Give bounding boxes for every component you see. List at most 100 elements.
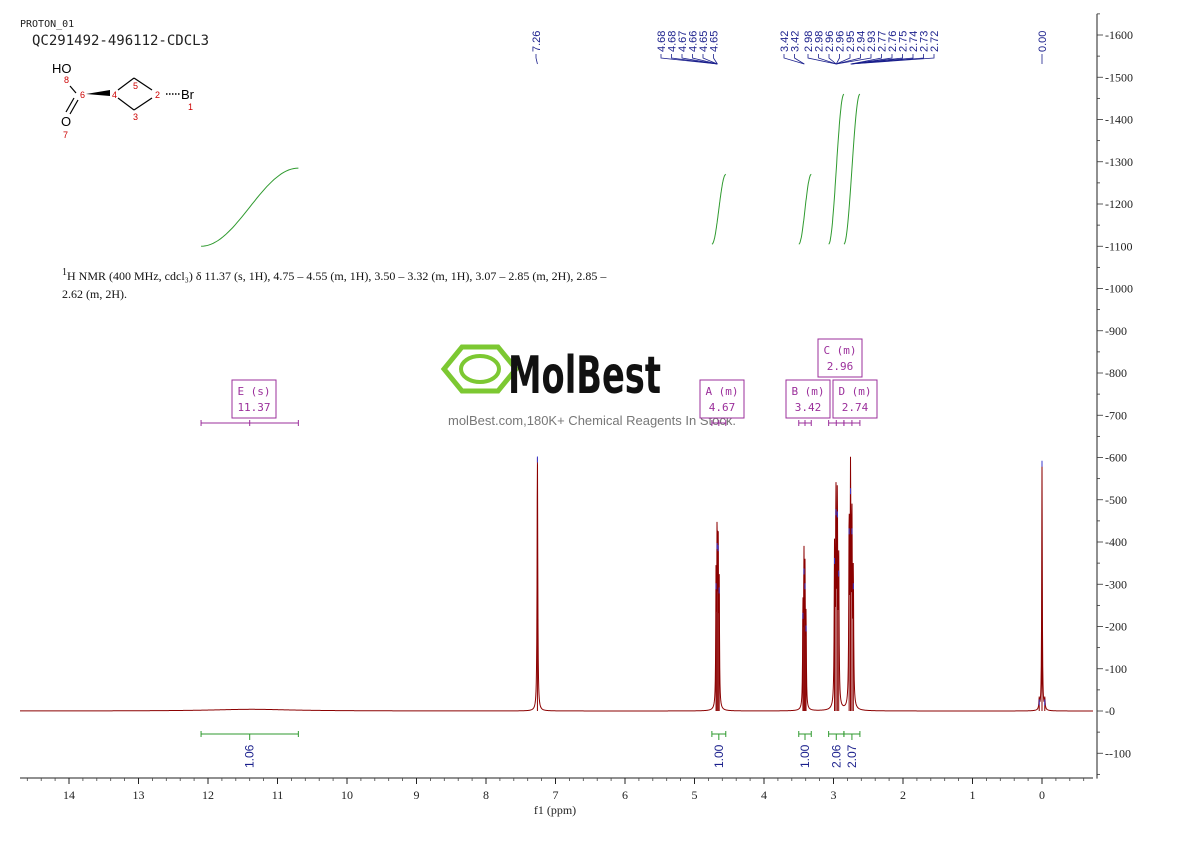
peak-label: 2.75 xyxy=(898,31,910,52)
ring-icon xyxy=(459,354,501,384)
x-tick-label: 7 xyxy=(553,788,559,802)
y-tick-label: -1300 xyxy=(1105,155,1133,169)
multiplet-label: E (s) xyxy=(237,385,270,398)
peak-label-group: 0.00 xyxy=(1037,31,1049,64)
integral-curve xyxy=(843,93,861,245)
peak-label-leader xyxy=(850,54,935,65)
peak-label: 7.26 xyxy=(531,31,543,52)
integral-curves xyxy=(201,93,861,247)
peak-label-leader xyxy=(681,54,718,65)
multiplet-box xyxy=(785,379,831,419)
experiment-name: PROTON_01 xyxy=(20,19,75,30)
y-tick-label: -1500 xyxy=(1105,70,1133,84)
atom-num-7: 7 xyxy=(63,130,68,140)
peak-label-leader xyxy=(702,54,718,65)
peak-label: 4.68 xyxy=(667,31,679,52)
peak-label: 3.42 xyxy=(779,31,791,52)
x-tick-label: 9 xyxy=(414,788,420,802)
multiplet-label: B (m) xyxy=(791,385,824,398)
y-tick-label: -1000 xyxy=(1105,282,1133,296)
nmr-summary: 1H NMR (400 MHz, cdcl₃) δ 11.37 (s, 1H),… xyxy=(62,264,622,303)
y-tick-label: -1100 xyxy=(1105,239,1133,253)
integral-value: 1.00 xyxy=(798,744,812,768)
spectrum-trace xyxy=(20,456,1093,712)
x-tick-label: 12 xyxy=(202,788,214,802)
multiplet-label: A (m) xyxy=(705,385,738,398)
multiplet-annotation: D (m) 2.74 xyxy=(832,379,878,426)
peak-label: 4.65 xyxy=(709,31,721,52)
summary-text: H NMR (400 MHz, cdcl₃) δ 11.37 (s, 1H), … xyxy=(62,269,607,301)
multiplet-box xyxy=(699,379,745,419)
peak-label-leader xyxy=(828,54,837,65)
peak-label-leader xyxy=(783,54,805,65)
peak-label-group: 3.423.42 xyxy=(779,31,805,65)
atom-num-6: 6 xyxy=(80,90,85,100)
peak-label-leader xyxy=(836,54,861,65)
y-tick-label: -1400 xyxy=(1105,113,1133,127)
multiplet-box xyxy=(817,338,863,378)
x-tick-label: 14 xyxy=(63,788,75,802)
peak-label-leader xyxy=(692,54,718,65)
integral-curve xyxy=(828,93,845,245)
peak-label-leader xyxy=(807,54,837,65)
peak-label-leader xyxy=(835,54,840,65)
x-tick-label: 2 xyxy=(900,788,906,802)
peak-label-leader xyxy=(836,54,872,65)
integral-curve xyxy=(201,167,299,247)
peak-label-group: 2.982.982.962.962.952.942.932.772.762.75… xyxy=(803,31,941,65)
hexagon-logo-icon xyxy=(440,344,520,394)
y-tick-label: -900 xyxy=(1105,324,1127,338)
atom-num-4: 4 xyxy=(112,90,117,100)
x-tick-label: 1 xyxy=(970,788,976,802)
peak-label-leader xyxy=(535,54,538,65)
peak-label: 3.42 xyxy=(790,31,802,52)
peak-label: 2.77 xyxy=(877,31,889,52)
peak-label: 2.74 xyxy=(908,31,920,52)
y-tick-label: --100 xyxy=(1105,746,1131,760)
watermark-logo: MolBest xyxy=(440,344,661,406)
multiplet-annotation: A (m) 4.67 xyxy=(699,379,745,426)
multiplet-shift: 3.42 xyxy=(795,401,822,414)
sample-id: QC291492-496112-CDCL3 xyxy=(32,33,210,49)
peak-label: 4.67 xyxy=(677,31,689,52)
integral-curve xyxy=(711,173,726,245)
summary-superscript: 1 xyxy=(62,267,67,278)
peak-label: 2.72 xyxy=(929,31,941,52)
multiplet-annotation: C (m) 2.96 xyxy=(817,338,863,426)
multiplet-label: D (m) xyxy=(838,385,871,398)
atom-ho: HO xyxy=(52,61,72,76)
peak-label-group: 4.684.684.674.664.654.65 xyxy=(656,31,721,65)
multiplet-box xyxy=(832,379,878,419)
peak-label-leader xyxy=(818,54,837,65)
peak-label: 2.95 xyxy=(845,31,857,52)
integral-bars: 1.06 1.00 1.00 2.06 2.07 xyxy=(200,731,861,768)
y-tick-label: -300 xyxy=(1105,577,1127,591)
y-tick-label: -500 xyxy=(1105,493,1127,507)
peak-label: 2.93 xyxy=(866,31,878,52)
peak-label: 4.66 xyxy=(688,31,700,52)
watermark-url: molBest.com,180K+ Chemical Reagents In S… xyxy=(448,413,736,428)
x-tick-label: 4 xyxy=(761,788,767,802)
x-tick-label: 0 xyxy=(1039,788,1045,802)
y-tick-label: -0 xyxy=(1105,704,1115,718)
x-tick-label: 5 xyxy=(692,788,698,802)
y-tick-label: -600 xyxy=(1105,451,1127,465)
peak-label-group: 7.26 xyxy=(531,31,543,65)
peak-label-leader xyxy=(850,54,893,65)
multiplet-shift: 4.67 xyxy=(709,401,736,414)
peak-label-leader xyxy=(850,54,882,65)
atom-num-8: 8 xyxy=(64,75,69,85)
x-tick-label: 11 xyxy=(272,788,284,802)
peak-label-leader xyxy=(836,54,851,65)
atom-br: Br xyxy=(181,87,195,102)
axes: 14 13 12 11 10 9 8 7 6 5 4 3 2 1 0-1600-1500-1400-1300… xyxy=(20,13,1133,802)
peak-labels: 4.684.684.674.664.654.65 3.423.42 2.982.98… xyxy=(531,31,1049,65)
x-axis-title: f1 (ppm) xyxy=(534,803,576,817)
integral-curve xyxy=(798,173,812,245)
multiplet-shift: 2.96 xyxy=(827,360,854,373)
atom-o: O xyxy=(61,114,71,129)
atom-num-3: 3 xyxy=(133,112,138,122)
x-tick-label: 10 xyxy=(341,788,353,802)
peak-label: 2.98 xyxy=(814,31,826,52)
peak-label: 2.94 xyxy=(856,31,868,52)
